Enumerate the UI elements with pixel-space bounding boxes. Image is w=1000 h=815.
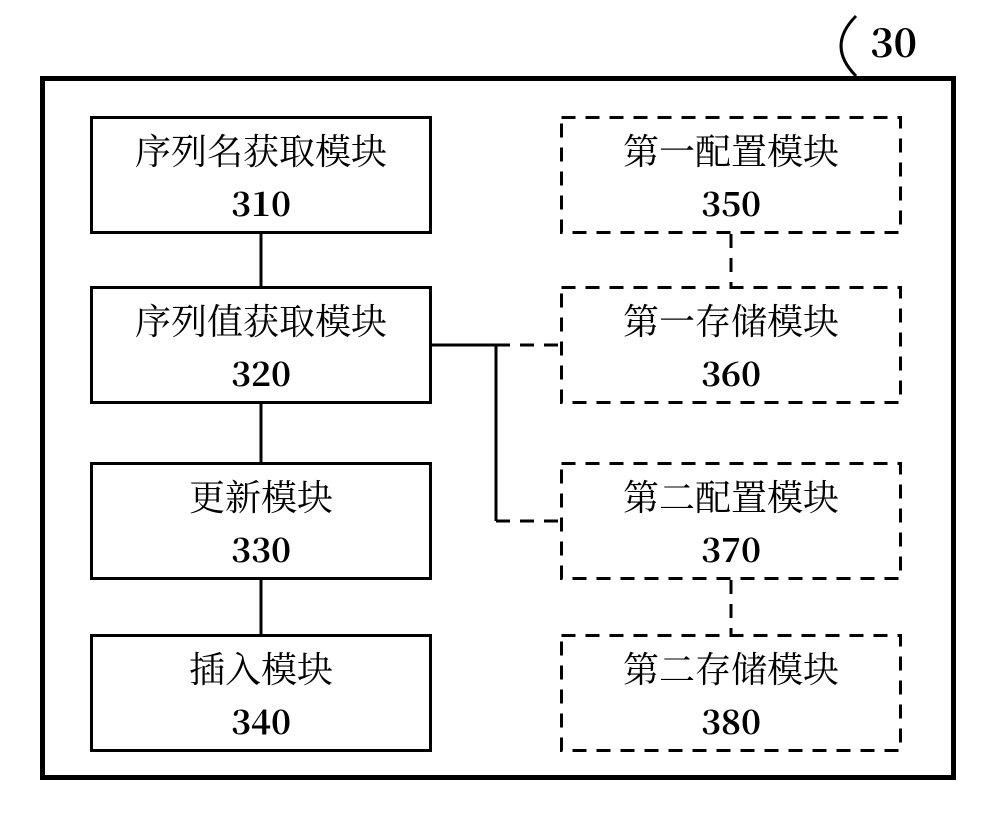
module-360: 第一存储模块360	[560, 286, 902, 404]
module-number: 340	[231, 695, 291, 744]
module-title: 更新模块	[189, 470, 333, 521]
module-330: 更新模块330	[90, 462, 432, 580]
module-title: 序列名获取模块	[135, 124, 387, 175]
module-320: 序列值获取模块320	[90, 286, 432, 404]
module-340: 插入模块340	[90, 634, 432, 752]
module-310: 序列名获取模块310	[90, 116, 432, 234]
module-380: 第二存储模块380	[560, 634, 902, 752]
module-title: 序列值获取模块	[135, 294, 387, 345]
diagram-stage: 30 序列名获取模块310 序列值获取模块320 更新模块330 插入模块340 第一配…	[0, 0, 1000, 815]
module-350: 第一配置模块350	[560, 116, 902, 234]
module-number: 310	[231, 177, 291, 226]
module-number: 320	[231, 347, 291, 396]
module-title: 插入模块	[189, 642, 333, 693]
module-370: 第二配置模块370	[560, 462, 902, 580]
module-number: 330	[231, 523, 291, 572]
figure-label: 30	[870, 12, 917, 69]
